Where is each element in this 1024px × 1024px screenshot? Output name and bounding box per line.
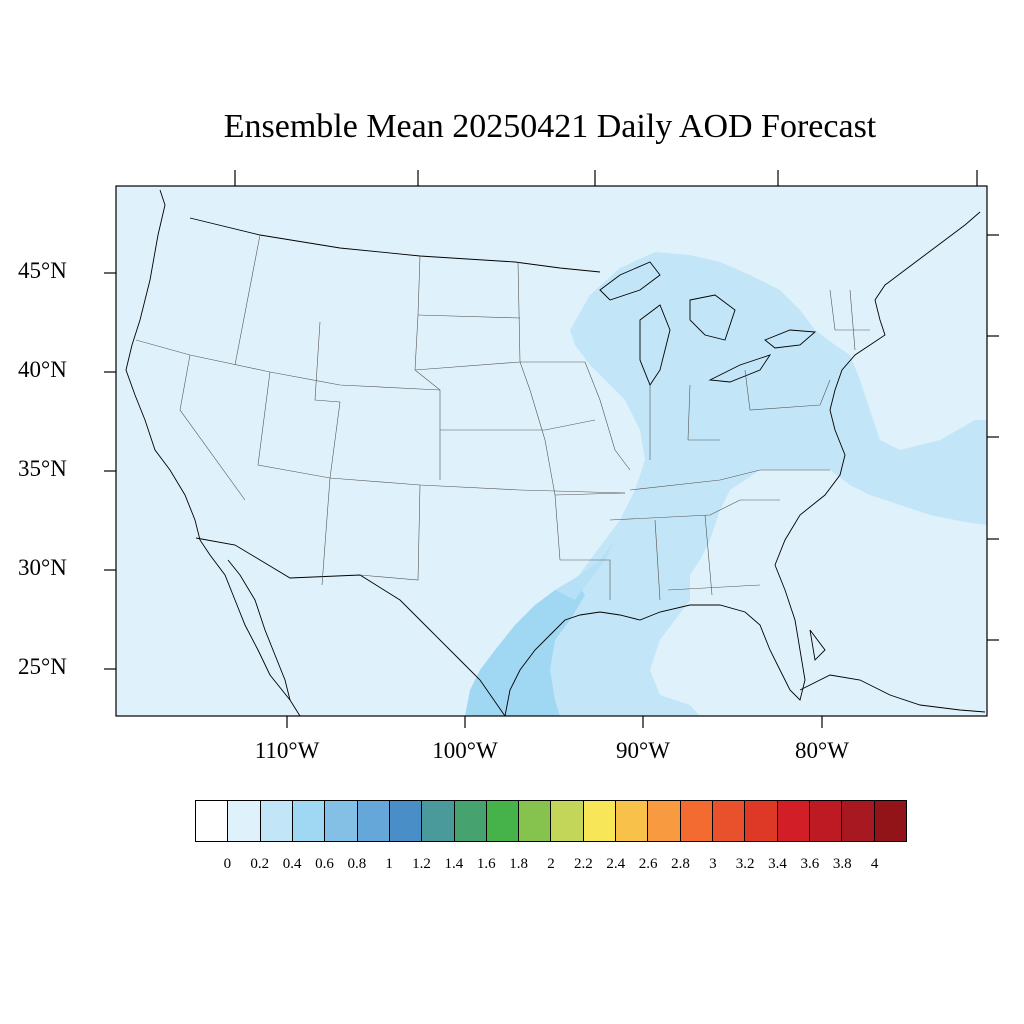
colorbar-label: 3.8	[832, 856, 852, 872]
colorbar-cell	[648, 801, 681, 841]
lat-label-25: 25°N	[18, 654, 67, 679]
colorbar-cell	[583, 801, 617, 841]
colorbar-label: 0.4	[282, 856, 302, 872]
colorbar-cell	[228, 801, 261, 841]
lat-ticks	[104, 234, 999, 670]
colorbar-label: 2.8	[671, 856, 690, 872]
colorbar-cell	[551, 801, 584, 841]
colorbar-label: 4	[870, 856, 879, 872]
lat-label-35: 35°N	[18, 456, 67, 481]
colorbar-label: 2.6	[638, 856, 658, 872]
aod-region-0.4	[510, 252, 987, 716]
colorbar-cell	[260, 801, 293, 841]
colorbar-cell	[292, 801, 326, 841]
colorbar-label: 0.8	[347, 856, 367, 872]
colorbar-label: 3.6	[800, 856, 820, 872]
colorbar-label: 3.2	[735, 856, 755, 872]
colorbar-cell	[745, 801, 778, 841]
colorbar-cell	[486, 801, 520, 841]
colorbar-label: 2.2	[573, 856, 593, 872]
lat-label-45: 45°N	[18, 258, 67, 283]
colorbar-label: 0.6	[315, 856, 334, 872]
colorbar-cell	[713, 801, 746, 841]
lon-label-110w: 110°W	[254, 738, 320, 763]
aod-region-0.6	[465, 580, 585, 716]
lat-label-30: 30°N	[18, 555, 67, 580]
colorbar-cell	[357, 801, 390, 841]
colorbar-label: 0.2	[250, 856, 270, 872]
colorbar-cell	[196, 801, 229, 841]
colorbar-label: 2	[547, 856, 555, 872]
colorbar-label: 3.4	[768, 856, 787, 872]
colorbar	[195, 800, 907, 842]
colorbar-label: 1.4	[444, 856, 464, 872]
lon-ticks	[234, 170, 978, 728]
colorbar-cell	[519, 801, 552, 841]
lon-label-100w: 100°W	[432, 738, 498, 763]
colorbar-cell	[842, 801, 875, 841]
colorbar-cell	[325, 801, 358, 841]
colorbar-label: 3	[709, 856, 717, 872]
lon-label-90w: 90°W	[616, 738, 670, 763]
colorbar-label: 1.8	[509, 856, 528, 872]
colorbar-label: 0	[223, 856, 232, 872]
chart-title: Ensemble Mean 20250421 Daily AOD Forecas…	[223, 108, 877, 145]
colorbar-cell	[809, 801, 843, 841]
state-boundaries	[135, 234, 870, 601]
colorbar-label: 2.4	[606, 856, 626, 872]
lat-label-40: 40°N	[18, 357, 67, 382]
map-frame	[115, 185, 988, 717]
colorbar-cell	[454, 801, 487, 841]
colorbar-cell	[616, 801, 649, 841]
colorbar-label: 1.6	[476, 856, 496, 872]
colorbar-label: 1.2	[412, 856, 431, 872]
aod-region-0.5	[555, 540, 615, 600]
colorbar-cell	[680, 801, 713, 841]
colorbar-cell	[422, 801, 455, 841]
colorbar-cell	[777, 801, 810, 841]
colorbar-cell	[874, 801, 906, 841]
lon-label-80w: 80°W	[795, 738, 849, 763]
colorbar-cell	[389, 801, 423, 841]
colorbar-label: 1	[385, 856, 393, 872]
